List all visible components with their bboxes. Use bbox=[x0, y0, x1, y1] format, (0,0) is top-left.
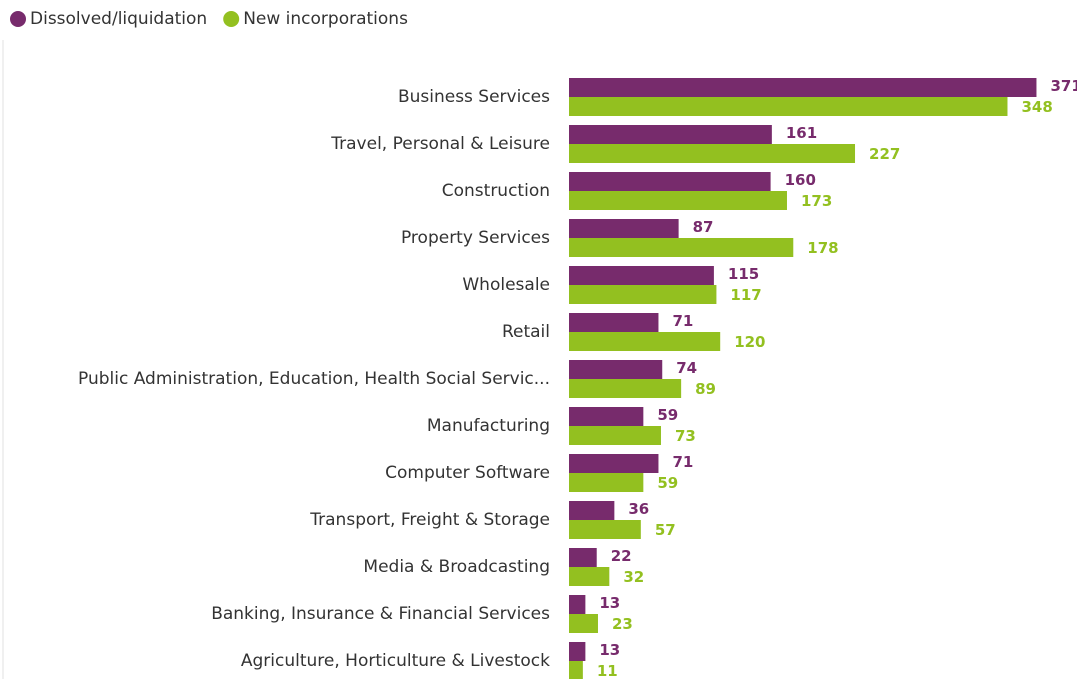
legend-label: Dissolved/liquidation bbox=[30, 9, 207, 29]
bar bbox=[569, 567, 610, 586]
bar bbox=[569, 360, 663, 379]
value-label: 13 bbox=[599, 594, 620, 612]
value-label: 89 bbox=[695, 380, 716, 398]
value-label: 117 bbox=[730, 286, 761, 304]
value-label: 59 bbox=[657, 406, 678, 424]
value-label: 173 bbox=[801, 192, 832, 210]
category-label: Public Administration, Education, Health… bbox=[78, 369, 550, 389]
category-label: Retail bbox=[502, 322, 550, 342]
bar bbox=[569, 266, 714, 285]
bar bbox=[569, 285, 717, 304]
category-label: Property Services bbox=[401, 228, 550, 248]
category-label: Travel, Personal & Leisure bbox=[330, 134, 550, 154]
bar bbox=[569, 219, 679, 238]
category-label: Construction bbox=[442, 181, 550, 201]
bar bbox=[569, 520, 641, 539]
value-label: 59 bbox=[657, 474, 678, 492]
bar bbox=[569, 97, 1008, 116]
value-label: 87 bbox=[693, 218, 714, 236]
value-label: 161 bbox=[786, 124, 817, 142]
bar bbox=[569, 125, 772, 144]
value-label: 13 bbox=[599, 641, 620, 659]
bar bbox=[569, 238, 794, 257]
bar bbox=[569, 426, 661, 445]
legend-marker bbox=[223, 11, 240, 27]
bar bbox=[569, 501, 615, 520]
value-label: 115 bbox=[728, 265, 759, 283]
legend-label: New incorporations bbox=[243, 9, 408, 29]
bar bbox=[569, 78, 1037, 97]
value-label: 11 bbox=[597, 662, 618, 679]
bar bbox=[569, 332, 721, 351]
value-label: 348 bbox=[1021, 98, 1052, 116]
category-label: Agriculture, Horticulture & Livestock bbox=[241, 651, 550, 671]
category-label: Wholesale bbox=[462, 275, 550, 295]
legend-marker bbox=[10, 11, 26, 27]
bar bbox=[569, 313, 659, 332]
value-label: 57 bbox=[655, 521, 676, 539]
value-label: 32 bbox=[623, 568, 644, 586]
category-label: Manufacturing bbox=[427, 416, 550, 436]
value-label: 23 bbox=[612, 615, 633, 633]
value-label: 74 bbox=[676, 359, 697, 377]
value-label: 22 bbox=[611, 547, 632, 565]
value-label: 71 bbox=[672, 453, 693, 471]
bar bbox=[569, 191, 787, 210]
value-label: 120 bbox=[734, 333, 765, 351]
bar bbox=[569, 642, 586, 661]
bar bbox=[569, 172, 771, 191]
value-label: 71 bbox=[672, 312, 693, 330]
category-label: Business Services bbox=[398, 87, 550, 107]
value-label: 227 bbox=[869, 145, 900, 163]
bar bbox=[569, 454, 659, 473]
bar bbox=[569, 614, 598, 633]
bar bbox=[569, 548, 597, 567]
bar bbox=[569, 379, 682, 398]
bar bbox=[569, 661, 583, 679]
bar bbox=[569, 407, 644, 426]
category-label: Banking, Insurance & Financial Services bbox=[211, 604, 550, 624]
value-label: 371 bbox=[1050, 77, 1077, 95]
bar bbox=[569, 473, 644, 492]
value-label: 160 bbox=[785, 171, 816, 189]
bar bbox=[569, 595, 586, 614]
value-label: 36 bbox=[628, 500, 649, 518]
category-label: Computer Software bbox=[385, 463, 550, 483]
category-label: Transport, Freight & Storage bbox=[309, 510, 550, 530]
value-label: 178 bbox=[807, 239, 838, 257]
bar bbox=[569, 144, 856, 163]
value-label: 73 bbox=[675, 427, 696, 445]
category-label: Media & Broadcasting bbox=[363, 557, 550, 577]
